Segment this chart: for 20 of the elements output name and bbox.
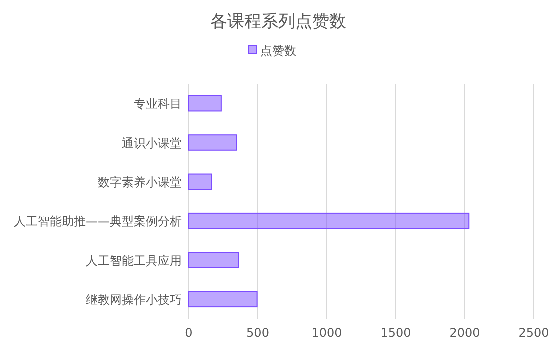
y-tick-label: 数字素养小课堂 bbox=[98, 175, 182, 190]
bar bbox=[188, 252, 240, 268]
y-tick-label: 专业科目 bbox=[134, 97, 182, 112]
x-tick-label: 2000 bbox=[450, 326, 480, 340]
y-tick-label: 继教网操作小技巧 bbox=[86, 292, 182, 307]
x-tick-label: 2500 bbox=[518, 326, 550, 340]
x-tick-label: 1000 bbox=[312, 326, 342, 340]
bar bbox=[188, 291, 258, 308]
bar bbox=[188, 134, 238, 151]
x-tick-label: 1500 bbox=[380, 326, 412, 340]
x-tick-label: 500 bbox=[246, 326, 270, 340]
bar bbox=[188, 95, 222, 112]
chart-title: 各课程系列点赞数 bbox=[210, 12, 346, 32]
y-tick-label: 人工智能助推——典型案例分析 bbox=[14, 214, 182, 229]
x-tick-label: 0 bbox=[185, 326, 193, 340]
legend-label: 点赞数 bbox=[260, 44, 296, 58]
bar bbox=[188, 212, 470, 230]
y-tick-label: 通识小课堂 bbox=[122, 136, 182, 150]
y-tick-label: 人工智能工具应用 bbox=[86, 254, 182, 268]
bar bbox=[188, 174, 212, 190]
